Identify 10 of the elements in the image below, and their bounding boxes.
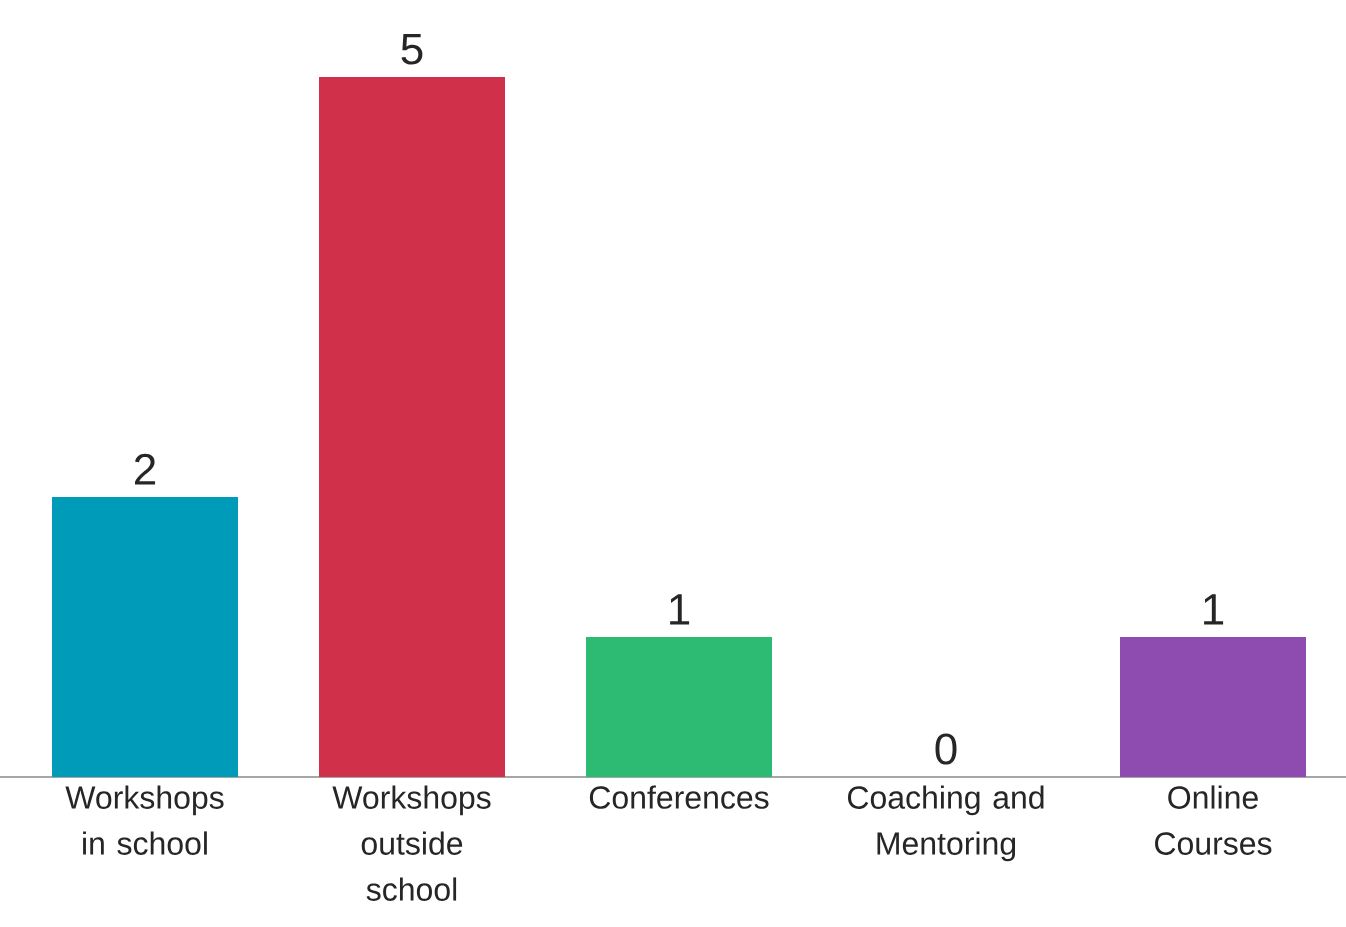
x-tick-label: Online Courses <box>1155 785 1272 855</box>
x-tick-label: Workshops in school <box>65 785 224 855</box>
x-tick-label: Workshops outside school <box>332 785 491 901</box>
data-label: 2 <box>135 453 156 485</box>
x-tick-label: Coaching and Mentoring <box>848 785 1044 862</box>
data-label: 1 <box>670 594 690 625</box>
data-label: 1 <box>1204 594 1224 625</box>
data-label: 0 <box>935 733 957 765</box>
data-label: 5 <box>401 33 423 65</box>
x-tick-label: Conferences <box>589 785 769 809</box>
